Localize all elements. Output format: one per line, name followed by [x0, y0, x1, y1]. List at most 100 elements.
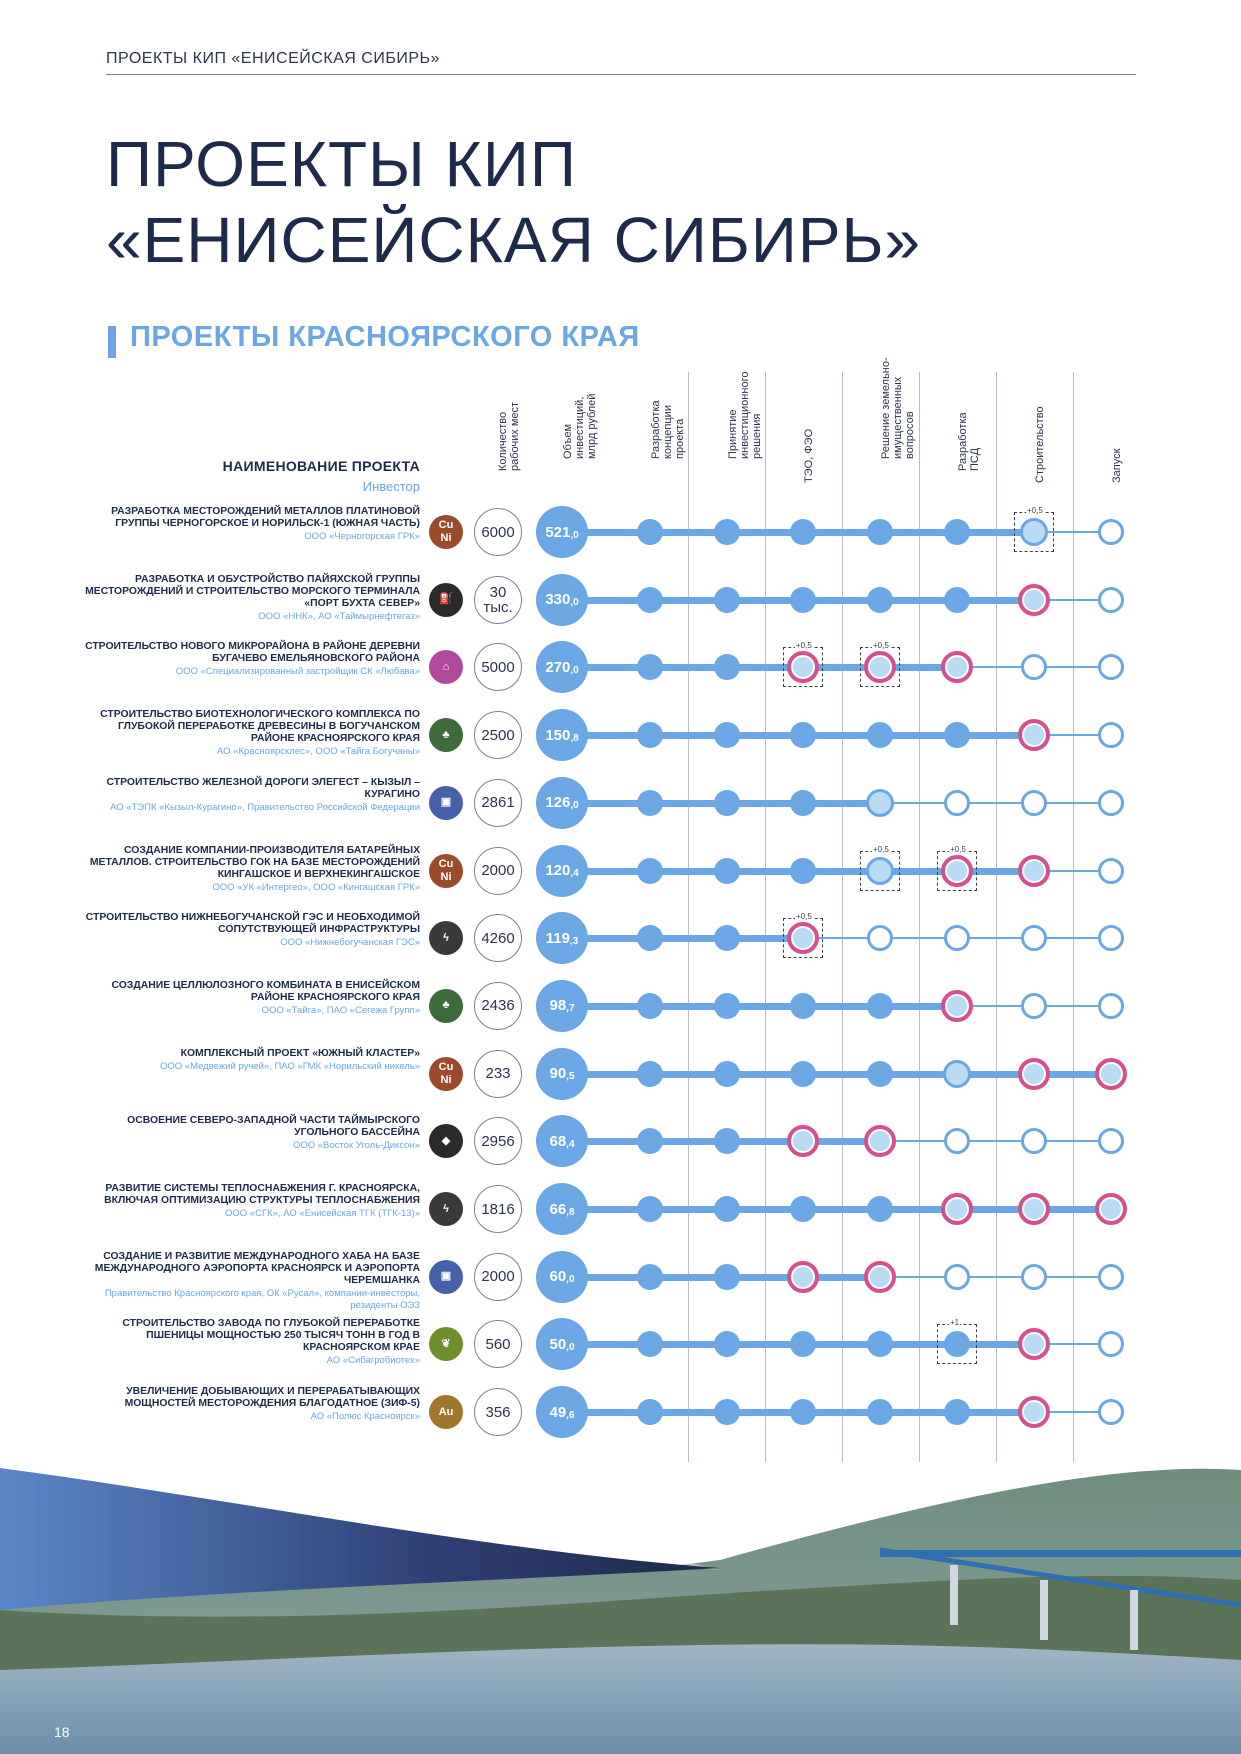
delay-box — [783, 647, 823, 688]
investment-int: 270 — [545, 658, 571, 676]
running-header: ПРОЕКТЫ КИП «ЕНИСЕЙСКАЯ СИБИРЬ» — [106, 50, 440, 67]
project-title: КОМПЛЕКСНЫЙ ПРОЕКТ «ЮЖНЫЙ КЛАСТЕР» — [180, 1047, 420, 1059]
stage-4-done-marker — [867, 1060, 893, 1087]
column-header-label: Строительство — [1034, 406, 1046, 483]
investment-int: 90 — [549, 1065, 567, 1083]
project-investor: Правительство Красноярского края, ОК «Ру… — [104, 1287, 420, 1311]
stage-4-done-marker — [867, 722, 893, 749]
page-title: ПРОЕКТЫ КИП «ЕНИСЕЙСКАЯ СИБИРЬ» — [106, 126, 921, 278]
jobs-count: 4260 — [474, 914, 522, 963]
investment-amount: 120,4 — [536, 844, 588, 897]
stage-3-done-marker — [790, 722, 816, 749]
forest-icon: ♣ — [429, 718, 463, 753]
stage-4-empty-marker — [867, 925, 893, 952]
table-row: ОСВОЕНИЕ СЕВЕРО-ЗАПАДНОЙ ЧАСТИ ТАЙМЫРСКО… — [0, 0, 1241, 1168]
stage-4-light-marker — [866, 788, 894, 817]
project-title: СТРОИТЕЛЬСТВО БИОТЕХНОЛОГИЧЕСКОГО КОМПЛЕ… — [100, 709, 420, 745]
column-header-label: Запуск — [1111, 448, 1123, 483]
stage-2-done-marker — [714, 586, 740, 613]
column-header-label: Разработка концепции проекта — [650, 400, 686, 459]
project-title: СТРОИТЕЛЬСТВО ЖЕЛЕЗНОЙ ДОРОГИ ЭЛЕГЕСТ – … — [106, 776, 420, 800]
investment-int: 98 — [549, 997, 567, 1015]
column-header-3: Принятие инвестиционного решения — [697, 365, 763, 495]
housing-icon: ⌂ — [429, 650, 463, 685]
column-header-8: Запуск — [1081, 365, 1141, 495]
stage-3-done-marker — [790, 1399, 816, 1426]
investment-int: 68 — [549, 1132, 567, 1150]
stage-5-done-marker — [944, 1331, 970, 1358]
page-title-line1: ПРОЕКТЫ КИП — [106, 128, 577, 200]
column-header-7: Строительство — [1004, 365, 1064, 495]
truck-icon: ▣ — [429, 1259, 463, 1294]
jobs-count: 560 — [474, 1320, 522, 1369]
investment-int: 126 — [545, 794, 571, 812]
delay-box — [937, 850, 977, 891]
stage-4-light-marker — [866, 856, 894, 885]
project-name: СТРОИТЕЛЬСТВО ЖЕЛЕЗНОЙ ДОРОГИ ЭЛЕГЕСТ – … — [80, 777, 420, 814]
stage-4-done-marker — [867, 992, 893, 1019]
project-title: СОЗДАНИЕ КОМПАНИИ-ПРОИЗВОДИТЕЛЯ БАТАРЕЙН… — [89, 844, 420, 880]
remaining-track — [880, 801, 1111, 804]
stage-6-pink-marker — [1018, 854, 1050, 887]
stage-2-done-marker — [714, 1128, 740, 1155]
remaining-track — [1034, 598, 1111, 601]
project-name: УВЕЛИЧЕНИЕ ДОБЫВАЮЩИХ И ПЕРЕРАБАТЫВАЮЩИХ… — [80, 1386, 420, 1423]
gold-icon: Au — [429, 1395, 463, 1430]
stage-2-done-marker — [714, 1196, 740, 1222]
project-title: СОЗДАНИЕ ЦЕЛЛЮЛОЗНОГО КОМБИНАТА В ЕНИСЕЙ… — [111, 979, 420, 1003]
stage-5-empty-marker — [944, 1263, 970, 1290]
jobs-count: 233 — [474, 1049, 522, 1098]
copper-nickel-icon: Cu Ni — [429, 515, 463, 549]
stage-7-empty-marker — [1098, 586, 1124, 613]
investment-amount: 90,5 — [536, 1047, 588, 1100]
stage-3-pink-marker — [787, 922, 819, 955]
table-row: КОМПЛЕКСНЫЙ ПРОЕКТ «ЮЖНЫЙ КЛАСТЕР» ООО «М… — [0, 0, 1241, 1100]
forest-icon: ♣ — [429, 988, 463, 1023]
investment-amount: 50,0 — [536, 1318, 588, 1371]
stage-1-done-marker — [637, 992, 663, 1019]
stage-1-done-marker — [637, 1128, 663, 1155]
jobs-count: 2436 — [474, 981, 522, 1030]
page-number: 18 — [54, 1724, 70, 1740]
project-name: ОСВОЕНИЕ СЕВЕРО-ЗАПАДНОЙ ЧАСТИ ТАЙМЫРСКО… — [80, 1115, 420, 1152]
project-name: СОЗДАНИЕ КОМПАНИИ-ПРОИЗВОДИТЕЛЯ БАТАРЕЙН… — [80, 845, 420, 894]
stage-5-empty-marker — [944, 789, 970, 816]
stage-3-done-marker — [790, 1196, 816, 1222]
stage-4-pink-marker — [864, 651, 896, 684]
coal-icon: ◆ — [429, 1124, 463, 1159]
investment-int: 50 — [549, 1335, 567, 1353]
column-header-1: Объем инвестиций, млрд рублей — [532, 365, 598, 495]
table-row: РАЗВИТИЕ СИСТЕМЫ ТЕПЛОСНАБЖЕНИЯ Г. КРАСН… — [0, 0, 1241, 1235]
project-name: СОЗДАНИЕ И РАЗВИТИЕ МЕЖДУНАРОДНОГО ХАБА … — [80, 1251, 420, 1312]
project-name: СТРОИТЕЛЬСТВО НОВОГО МИКРОРАЙОНА В РАЙОН… — [80, 641, 420, 678]
investment-amount: 150,8 — [536, 709, 588, 762]
delay-box — [860, 647, 900, 688]
stage-6-empty-marker — [1021, 992, 1047, 1019]
stage-1-done-marker — [637, 857, 663, 884]
stage-5-done-marker — [944, 586, 970, 613]
jobs-count: 5000 — [474, 643, 522, 692]
stage-5-done-marker — [944, 519, 970, 545]
investment-decimal: ,0 — [570, 800, 579, 812]
delay-label: +0,5 — [795, 641, 813, 651]
jobs-count: 356 — [474, 1388, 522, 1437]
investment-decimal: ,0 — [566, 1341, 575, 1353]
jobs-count: 2000 — [474, 1252, 522, 1301]
investor-column-header: Инвестор — [362, 479, 420, 494]
project-name: СТРОИТЕЛЬСТВО ЗАВОДА ПО ГЛУБОКОЙ ПЕРЕРАБ… — [80, 1318, 420, 1367]
stage-5-light-marker — [943, 1059, 971, 1088]
investment-decimal: ,0 — [570, 529, 579, 541]
progress-track — [562, 664, 957, 672]
column-divider — [842, 372, 843, 1462]
investment-int: 119 — [545, 929, 570, 947]
stage-4-done-marker — [867, 1331, 893, 1358]
investment-int: 521 — [545, 523, 571, 541]
investment-decimal: ,8 — [570, 732, 579, 744]
jobs-count: 30 тыс. — [474, 575, 522, 624]
stage-3-pink-marker — [787, 1260, 819, 1293]
jobs-count: 2500 — [474, 711, 522, 760]
project-investor: АО «Полюс Красноярск» — [310, 1411, 420, 1423]
delay-label: +0,5 — [1026, 506, 1044, 515]
investment-decimal: ,4 — [570, 868, 579, 879]
delay-box — [937, 1324, 977, 1365]
